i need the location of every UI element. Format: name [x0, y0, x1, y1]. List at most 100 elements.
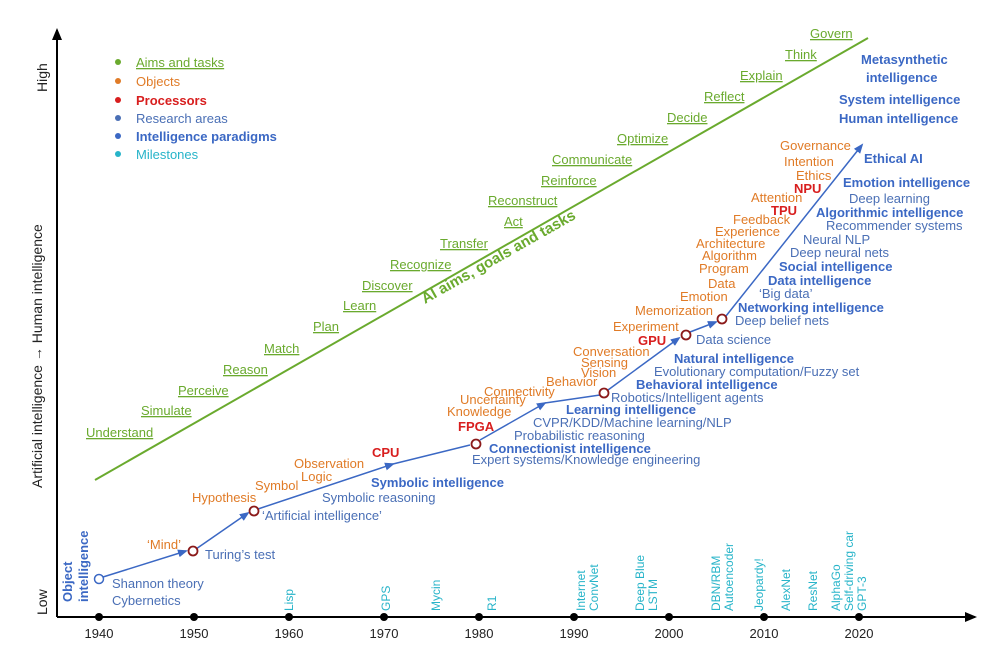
x-tick-label: 1960	[275, 626, 304, 641]
y-axis-title: Artificial intelligence → Human intellig…	[29, 224, 45, 488]
research-label: ‘Big data’	[759, 286, 813, 301]
paradigm-label: Human intelligence	[839, 111, 958, 126]
object-label: Intention	[784, 154, 834, 169]
paradigm-label: Networking intelligence	[738, 300, 884, 315]
aim-label: Think	[785, 47, 817, 62]
aim-label: Decide	[667, 110, 707, 125]
paradigm-label: Emotion intelligence	[843, 175, 970, 190]
aim-label: Plan	[313, 319, 339, 334]
x-ticks: 1940 1950 1960 1970 1980 1990 2000 2010 …	[85, 613, 874, 641]
milestone-self-driving-car: Self-driving car	[842, 531, 856, 611]
aim-label: Learn	[343, 298, 376, 313]
research-label: CVPR/KDD/Machine learning/NLP	[533, 415, 732, 430]
processor-labels: CPU FPGA GPU TPU NPU	[372, 181, 821, 460]
milestone-autoencoder: Autoencoder	[722, 543, 736, 611]
paradigm-label: Connectionist intelligence	[489, 441, 651, 456]
aim-label: Govern	[810, 26, 853, 41]
legend-milestones: Milestones	[136, 147, 199, 162]
aim-label: Act	[504, 214, 523, 229]
legend-dot-processors	[115, 97, 121, 103]
milestone-gpt-3: GPT-3	[855, 576, 869, 611]
research-label: Shannon theory	[112, 576, 204, 591]
research-label: Symbolic reasoning	[322, 490, 435, 505]
legend-objects: Objects	[136, 74, 181, 89]
aim-label: Optimize	[617, 131, 668, 146]
research-label: Deep learning	[849, 191, 930, 206]
object-label: Conversation	[573, 344, 650, 359]
research-label: Deep neural nets	[790, 245, 890, 260]
evolution-arrow	[479, 402, 547, 441]
paradigm-label: Ethical AI	[864, 151, 923, 166]
object-label: Hypothesis	[192, 490, 257, 505]
node-1993	[598, 387, 610, 399]
object-label: Program	[699, 261, 749, 276]
milestone-lstm: LSTM	[646, 579, 660, 611]
paradigm-label: Behavioral intelligence	[636, 377, 778, 392]
aim-label: Reinforce	[541, 173, 597, 188]
paradigm-label: Data intelligence	[768, 273, 871, 288]
legend-dot-aims	[115, 59, 121, 65]
object-label: ‘Mind’	[147, 537, 181, 552]
milestone-deep-blue: Deep Blue	[633, 555, 647, 611]
aim-label: Communicate	[552, 152, 632, 167]
evolution-arrows	[102, 143, 864, 578]
y-low-label: Low	[34, 588, 50, 615]
research-label: Cybernetics	[112, 593, 181, 608]
aim-label: Reason	[223, 362, 268, 377]
x-tick-label: 1940	[85, 626, 114, 641]
x-tick-label: 1990	[560, 626, 589, 641]
x-tick-label: 2000	[655, 626, 684, 641]
y-high-label: High	[34, 63, 50, 92]
object-label: Connectivity	[484, 384, 555, 399]
research-label: Neural NLP	[803, 232, 870, 247]
node-2002	[680, 329, 692, 341]
paradigm-label: Algorithmic intelligence	[816, 205, 963, 220]
object-label: Algorithm	[702, 248, 757, 263]
x-tick-dot	[665, 613, 673, 621]
research-label: Evolutionary computation/Fuzzy set	[654, 364, 860, 379]
x-tick-dot	[855, 613, 863, 621]
object-label: Experience	[715, 224, 780, 239]
evolution-arrow	[689, 321, 718, 333]
object-label: Data	[708, 276, 736, 291]
aim-label: Match	[264, 341, 299, 356]
processor-tpu: TPU	[771, 203, 797, 218]
milestone-jeopardy: Jeopardy!	[752, 558, 766, 611]
node-1956	[248, 505, 260, 517]
object-label: Attention	[751, 190, 802, 205]
research-label: Data science	[696, 332, 771, 347]
object-label: Architecture	[696, 236, 765, 251]
x-tick-label: 2010	[750, 626, 779, 641]
aim-label: Simulate	[141, 403, 192, 418]
research-labels: Shannon theory Cybernetics Turing’s test…	[112, 191, 963, 608]
research-label: Expert systems/Knowledge engineering	[472, 452, 700, 467]
x-tick-label: 1980	[465, 626, 494, 641]
paradigm-label: Social intelligence	[779, 259, 892, 274]
evolution-arrow	[257, 462, 395, 510]
node-1950	[187, 545, 199, 557]
aim-label: Recognize	[390, 257, 451, 272]
object-label: Memorization	[635, 303, 713, 318]
research-label: Turing’s test	[205, 547, 275, 562]
milestone-mycin: Mycin	[429, 580, 443, 611]
x-tick-dot	[475, 613, 483, 621]
milestone-internet: Internet	[574, 570, 588, 611]
x-tick-dot	[285, 613, 293, 621]
milestone-gps: GPS	[379, 586, 393, 611]
node-2006	[716, 313, 728, 325]
legend-aims: Aims and tasks	[136, 55, 225, 70]
milestone-r1: R1	[485, 595, 499, 611]
research-label: Recommender systems	[826, 218, 963, 233]
research-label: Robotics/Intelligent agents	[611, 390, 764, 405]
paradigm-label: Metasynthetic	[861, 52, 948, 67]
x-tick-label: 2020	[845, 626, 874, 641]
processor-gpu: GPU	[638, 333, 666, 348]
research-label: Deep belief nets	[735, 313, 829, 328]
object-label: Behavior	[546, 374, 598, 389]
object-label: Uncertainty	[460, 392, 526, 407]
milestone-convnet: ConvNet	[587, 564, 601, 611]
node-1980	[470, 438, 482, 450]
evolution-arrow	[544, 394, 601, 404]
legend-dot-paradigms	[115, 133, 121, 139]
paradigm-object-line2: intelligence	[76, 530, 91, 602]
